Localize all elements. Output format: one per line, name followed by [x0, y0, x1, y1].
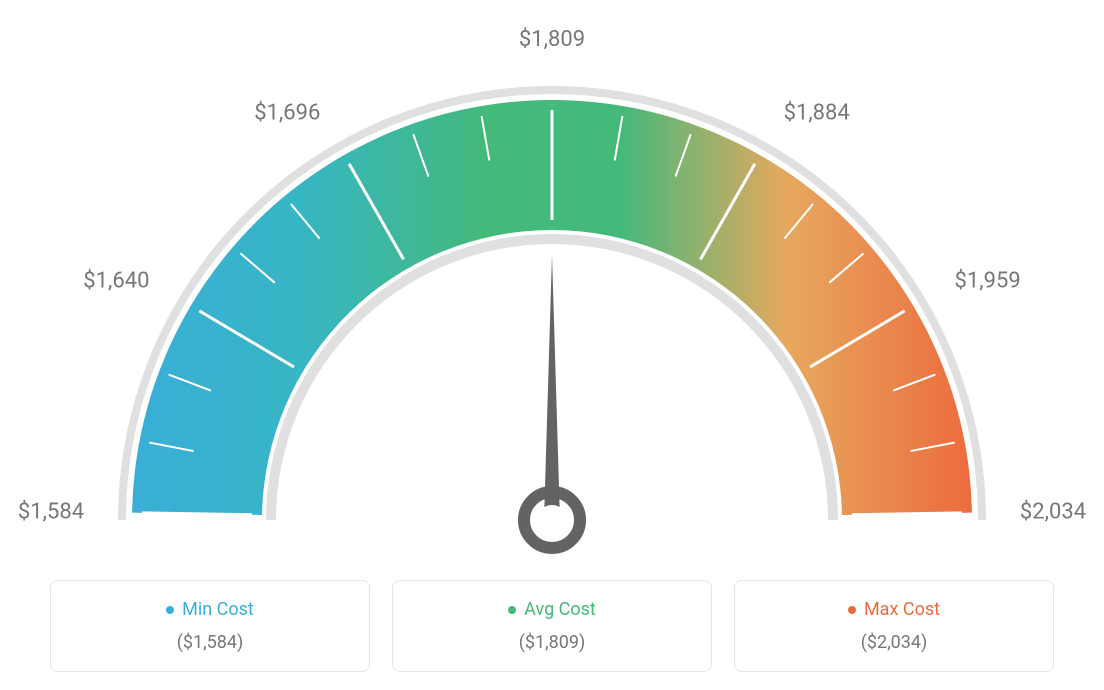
- dot-icon: [166, 606, 174, 614]
- max-cost-value: ($2,034): [861, 632, 928, 653]
- min-cost-label: Min Cost: [182, 599, 254, 620]
- avg-cost-title: Avg Cost: [508, 599, 596, 620]
- gauge-tick-label: $2,034: [1020, 499, 1086, 524]
- max-cost-card: Max Cost ($2,034): [734, 580, 1054, 672]
- gauge-chart: $1,584 $1,640 $1,696 $1,809 $1,884 $1,959 $2,0…: [0, 0, 1104, 550]
- legend-cards: Min Cost ($1,584) Avg Cost ($1,809) Max …: [0, 580, 1104, 672]
- avg-cost-card: Avg Cost ($1,809): [392, 580, 712, 672]
- max-cost-title: Max Cost: [848, 599, 940, 620]
- gauge-tick-label: $1,640: [83, 269, 149, 294]
- gauge-tick-label: $1,959: [955, 269, 1021, 294]
- avg-cost-label: Avg Cost: [524, 599, 596, 620]
- dot-icon: [508, 606, 516, 614]
- gauge-tick-label: $1,809: [519, 27, 585, 52]
- min-cost-value: ($1,584): [177, 632, 244, 653]
- gauge-tick-label: $1,584: [18, 499, 84, 524]
- max-cost-label: Max Cost: [864, 599, 940, 620]
- avg-cost-value: ($1,809): [519, 632, 586, 653]
- gauge-tick-label: $1,696: [254, 101, 320, 126]
- gauge-tick-label: $1,884: [784, 101, 850, 126]
- gauge-svg: [72, 40, 1032, 560]
- min-cost-card: Min Cost ($1,584): [50, 580, 370, 672]
- dot-icon: [848, 606, 856, 614]
- min-cost-title: Min Cost: [166, 599, 254, 620]
